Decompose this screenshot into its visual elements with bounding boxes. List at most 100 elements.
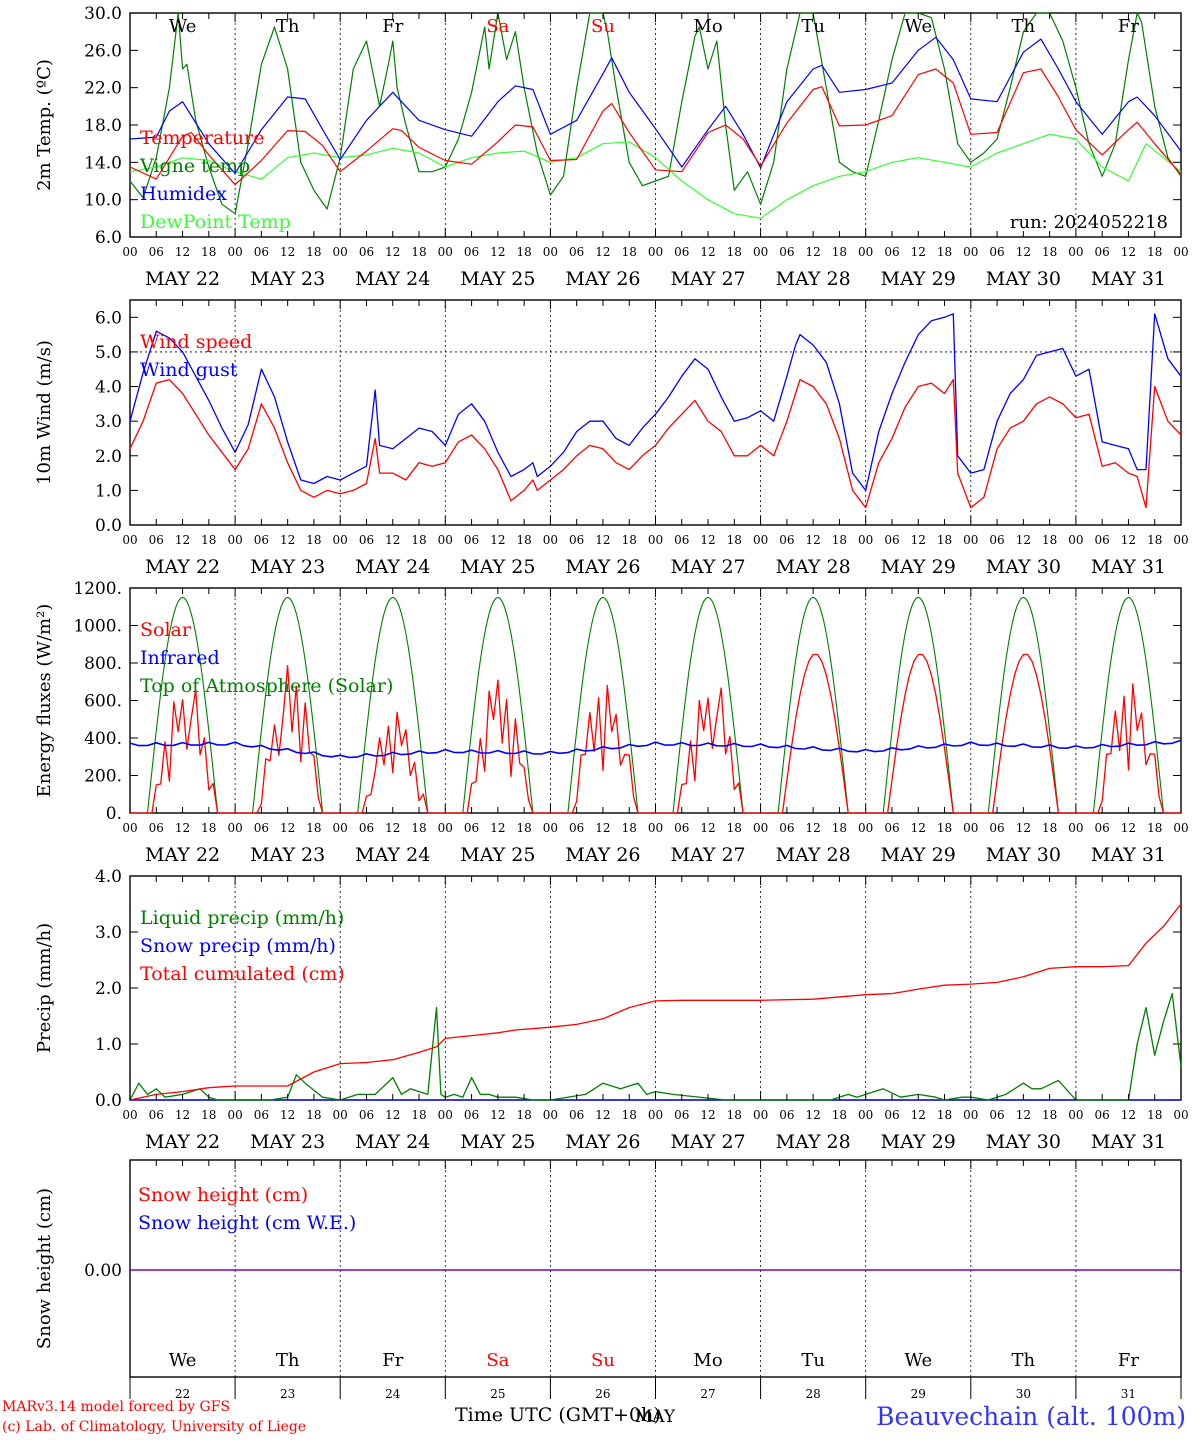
energy-ytick-label: 800.	[84, 654, 122, 674]
temp-hour-label: 00	[963, 245, 978, 259]
wind-hour-label: 00	[438, 533, 453, 547]
energy-hour-label: 00	[753, 821, 768, 835]
temp-weekday-label: Mo	[693, 16, 722, 37]
wind-hour-label: 12	[1121, 533, 1136, 547]
day-number-label: 22	[175, 1387, 190, 1401]
energy-hour-label: 06	[254, 821, 269, 835]
temp-hour-label: 18	[411, 245, 426, 259]
wind-date-label: MAY 31	[1091, 556, 1166, 578]
snow-weekday-label: Sa	[486, 1350, 509, 1371]
precip-hour-label: 00	[858, 1108, 873, 1122]
temp-hour-label: 06	[884, 245, 899, 259]
energy-hour-label: 06	[359, 821, 374, 835]
wind-hour-label: 18	[1147, 533, 1162, 547]
precip-hour-label: 00	[227, 1108, 242, 1122]
energy-legend-entry: Infrared	[140, 647, 220, 669]
precip-hour-label: 00	[963, 1108, 978, 1122]
temp-hour-label: 12	[1121, 245, 1136, 259]
wind-hour-label: 06	[464, 533, 479, 547]
temp-hour-label: 12	[595, 245, 610, 259]
day-number-label: 28	[806, 1387, 821, 1401]
precip-hour-label: 06	[1095, 1108, 1110, 1122]
energy-hour-label: 12	[1016, 821, 1031, 835]
precip-hour-label: 12	[490, 1108, 505, 1122]
precip-hour-label: 06	[149, 1108, 164, 1122]
energy-date-label: MAY 28	[776, 844, 851, 866]
temp-series-line	[129, 133, 1182, 219]
temp-date-label: MAY 26	[565, 268, 640, 290]
temp-ytick-label: 18.0	[84, 116, 122, 136]
temp-weekday-label: We	[169, 16, 197, 37]
energy-hour-label: 12	[490, 821, 505, 835]
precip-date-label: MAY 28	[776, 1131, 851, 1153]
energy-date-label: MAY 26	[565, 844, 640, 866]
temp-hour-label: 18	[1147, 245, 1162, 259]
wind-legend-entry: Wind gust	[140, 359, 238, 381]
temp-ytick-label: 6.0	[95, 228, 122, 248]
wind-hour-label: 06	[1095, 533, 1110, 547]
toa-solar-line	[1075, 596, 1181, 814]
temp-date-label: MAY 23	[250, 268, 325, 290]
wind-hour-label: 18	[622, 533, 637, 547]
precip-hour-label: 12	[280, 1108, 295, 1122]
precip-hour-label: 00	[333, 1108, 348, 1122]
wind-ytick-label: 2.0	[95, 447, 122, 467]
precip-ytick-label: 4.0	[95, 867, 122, 887]
precip-date-label: MAY 24	[355, 1131, 430, 1153]
precip-date-label: MAY 25	[460, 1131, 535, 1153]
wind-date-label: MAY 26	[565, 556, 640, 578]
energy-hour-label: 00	[963, 821, 978, 835]
temp-hour-label: 00	[858, 245, 873, 259]
energy-hour-label: 12	[175, 821, 190, 835]
precip-hour-label: 12	[385, 1108, 400, 1122]
wind-hour-label: 06	[884, 533, 899, 547]
precip-legend-entry: Snow precip (mm/h)	[140, 935, 336, 957]
wind-hour-label: 18	[516, 533, 531, 547]
energy-date-label: MAY 24	[355, 844, 430, 866]
precip-hour-label: 00	[438, 1108, 453, 1122]
precip-hour-label: 12	[700, 1108, 715, 1122]
temp-hour-label: 12	[385, 245, 400, 259]
wind-hour-label: 12	[490, 533, 505, 547]
temp-hour-label: 06	[149, 245, 164, 259]
temp-ytick-label: 14.0	[84, 153, 122, 173]
wind-hour-label: 00	[543, 533, 558, 547]
wind-ytick-label: 6.0	[95, 308, 122, 328]
energy-hour-label: 18	[201, 821, 216, 835]
wind-hour-label: 06	[149, 533, 164, 547]
toa-solar-line	[550, 596, 656, 814]
snow-weekday-label: We	[904, 1350, 932, 1371]
precip-hour-label: 18	[1042, 1108, 1057, 1122]
precip-hour-label: 18	[937, 1108, 952, 1122]
snow-ylabel: Snow height (cm)	[34, 1188, 55, 1349]
temp-hour-label: 18	[937, 245, 952, 259]
precip-hour-label: 12	[175, 1108, 190, 1122]
energy-legend-entry: Top of Atmosphere (Solar)	[140, 675, 393, 697]
precip-hour-label: 06	[254, 1108, 269, 1122]
precip-hour-label: 00	[122, 1108, 137, 1122]
precip-hour-label: 18	[306, 1108, 321, 1122]
precip-hour-label: 06	[884, 1108, 899, 1122]
precip-hour-label: 06	[464, 1108, 479, 1122]
day-number-label: 29	[911, 1387, 926, 1401]
temp-date-label: MAY 27	[670, 268, 745, 290]
temp-ytick-label: 22.0	[84, 79, 122, 99]
snow-weekday-label: Su	[591, 1350, 615, 1371]
precip-date-label: MAY 27	[670, 1131, 745, 1153]
energy-hour-label: 18	[1042, 821, 1057, 835]
wind-hour-label: 12	[280, 533, 295, 547]
precip-date-label: MAY 30	[986, 1131, 1061, 1153]
precip-ytick-label: 0.0	[95, 1091, 122, 1111]
wind-hour-label: 06	[359, 533, 374, 547]
energy-hour-label: 12	[700, 821, 715, 835]
snow-ytick-label: 0.00	[84, 1261, 122, 1281]
wind-date-label: MAY 29	[881, 556, 956, 578]
wind-hour-label: 12	[385, 533, 400, 547]
wind-hour-label: 00	[1173, 533, 1188, 547]
snow-weekday-label: Th	[276, 1350, 300, 1371]
wind-hour-label: 18	[727, 533, 742, 547]
temp-hour-label: 06	[674, 245, 689, 259]
day-number-label: 25	[490, 1387, 505, 1401]
day-number-label: 26	[595, 1387, 610, 1401]
